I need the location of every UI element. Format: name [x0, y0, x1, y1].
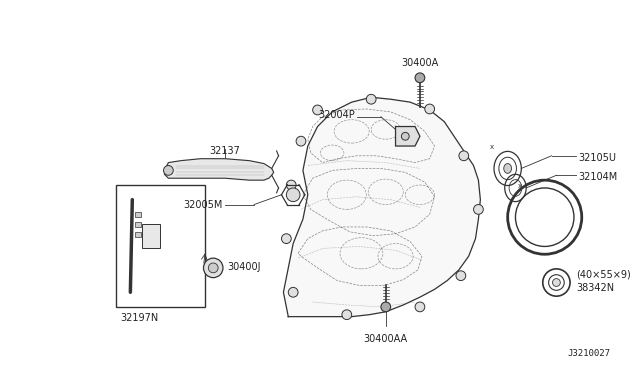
Bar: [135, 232, 141, 237]
Bar: [116, 185, 205, 307]
Polygon shape: [284, 97, 481, 317]
Text: 30400AA: 30400AA: [364, 334, 408, 344]
Text: x: x: [517, 183, 522, 189]
Circle shape: [425, 104, 435, 114]
Circle shape: [163, 166, 173, 175]
Text: 32005M: 32005M: [184, 200, 223, 210]
Bar: [142, 224, 159, 248]
Circle shape: [313, 105, 323, 115]
Text: 30400J: 30400J: [227, 262, 260, 272]
Circle shape: [415, 73, 425, 83]
Text: 32004P: 32004P: [318, 110, 355, 120]
Text: 38342N: 38342N: [576, 282, 614, 292]
Circle shape: [296, 136, 306, 146]
Text: 32104M: 32104M: [578, 172, 617, 182]
Text: x: x: [490, 144, 494, 150]
Circle shape: [286, 188, 300, 202]
Circle shape: [286, 180, 296, 190]
Text: 32105U: 32105U: [578, 153, 616, 163]
Text: 32137: 32137: [209, 146, 241, 156]
Ellipse shape: [504, 164, 511, 173]
Circle shape: [474, 205, 483, 214]
Polygon shape: [164, 159, 274, 180]
Circle shape: [552, 279, 560, 286]
Circle shape: [288, 288, 298, 297]
Circle shape: [366, 94, 376, 104]
Text: 32197N: 32197N: [120, 313, 159, 323]
Circle shape: [204, 258, 223, 278]
Bar: [135, 212, 141, 217]
Circle shape: [401, 132, 409, 140]
Circle shape: [342, 310, 351, 320]
Circle shape: [209, 263, 218, 273]
Text: J3210027: J3210027: [567, 349, 610, 357]
Text: 30400A: 30400A: [401, 58, 438, 68]
Circle shape: [456, 271, 466, 280]
Circle shape: [459, 151, 468, 161]
Polygon shape: [396, 126, 420, 146]
Text: (40×55×9): (40×55×9): [576, 270, 630, 280]
Circle shape: [381, 302, 390, 312]
Circle shape: [282, 234, 291, 244]
Circle shape: [415, 302, 425, 312]
Bar: [135, 222, 141, 227]
